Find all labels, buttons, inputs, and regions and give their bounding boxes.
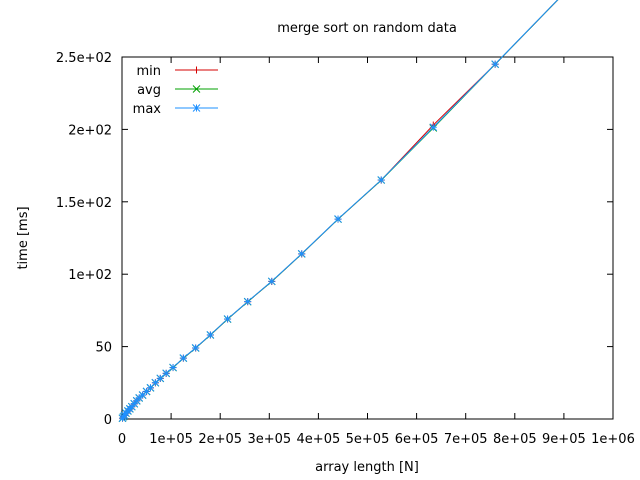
legend-marker-max	[192, 104, 201, 112]
data-point-max	[223, 315, 232, 323]
legend-entry-min: min	[136, 64, 218, 79]
data-point-max	[297, 249, 306, 258]
x-axis-label: array length [N]	[315, 460, 419, 475]
data-point-max	[377, 176, 386, 184]
y-axis-label: time [ms]	[16, 206, 31, 269]
data-point-max	[156, 374, 165, 383]
y-tick-label: 2e+02	[68, 123, 112, 138]
legend-label-min: min	[136, 64, 161, 79]
legend-label-max: max	[133, 102, 162, 117]
legend-label-avg: avg	[137, 83, 161, 98]
data-point-max	[179, 354, 188, 362]
series-line-max	[122, 0, 559, 419]
x-tick-label: 0	[118, 432, 126, 447]
data-point-max	[429, 123, 438, 132]
x-tick-label: 1e+05	[149, 432, 193, 447]
x-tick-label: 4e+05	[297, 432, 341, 447]
legend: min avg max	[133, 64, 218, 117]
x-tick-label: 9e+05	[542, 432, 586, 447]
x-tick-label: 7e+05	[444, 432, 488, 447]
data-point-max	[491, 60, 500, 68]
data-point-max	[162, 369, 171, 378]
series-line-avg	[122, 0, 559, 419]
x-tick-label: 1e+06	[591, 432, 635, 447]
series-points	[118, 60, 500, 423]
x-tick-label: 8e+05	[493, 432, 537, 447]
x-tick-label: 3e+05	[247, 432, 291, 447]
series-line-min	[122, 0, 559, 419]
y-tick-label: 0	[104, 413, 112, 428]
series-lines	[122, 0, 559, 419]
data-point-max	[206, 331, 215, 339]
data-point-max	[334, 215, 342, 223]
data-point-max	[243, 297, 252, 306]
x-tick-label: 5e+05	[346, 432, 390, 447]
data-point-max	[169, 363, 177, 372]
y-tick-label: 1e+02	[68, 268, 112, 283]
y-tick-label: 50	[95, 341, 112, 356]
x-tick-label: 6e+05	[395, 432, 439, 447]
legend-marker-avg	[192, 85, 201, 93]
plot-frame	[121, 56, 614, 420]
legend-entry-avg: avg	[137, 83, 218, 98]
y-tick-label: 2.5e+02	[56, 51, 112, 66]
legend-marker-min	[193, 66, 200, 74]
data-point-max	[191, 344, 200, 352]
y-tick-label: 1.5e+02	[56, 196, 112, 211]
chart-title: merge sort on random data	[277, 21, 457, 36]
data-point-max	[267, 277, 276, 286]
axis-ticks: 0 1e+05 2e+05 3e+05 4e+05 5e+05 6e+05 7e+05 8e+0…	[56, 51, 635, 447]
x-tick-label: 2e+05	[198, 432, 242, 447]
legend-entry-max: max	[133, 102, 218, 117]
